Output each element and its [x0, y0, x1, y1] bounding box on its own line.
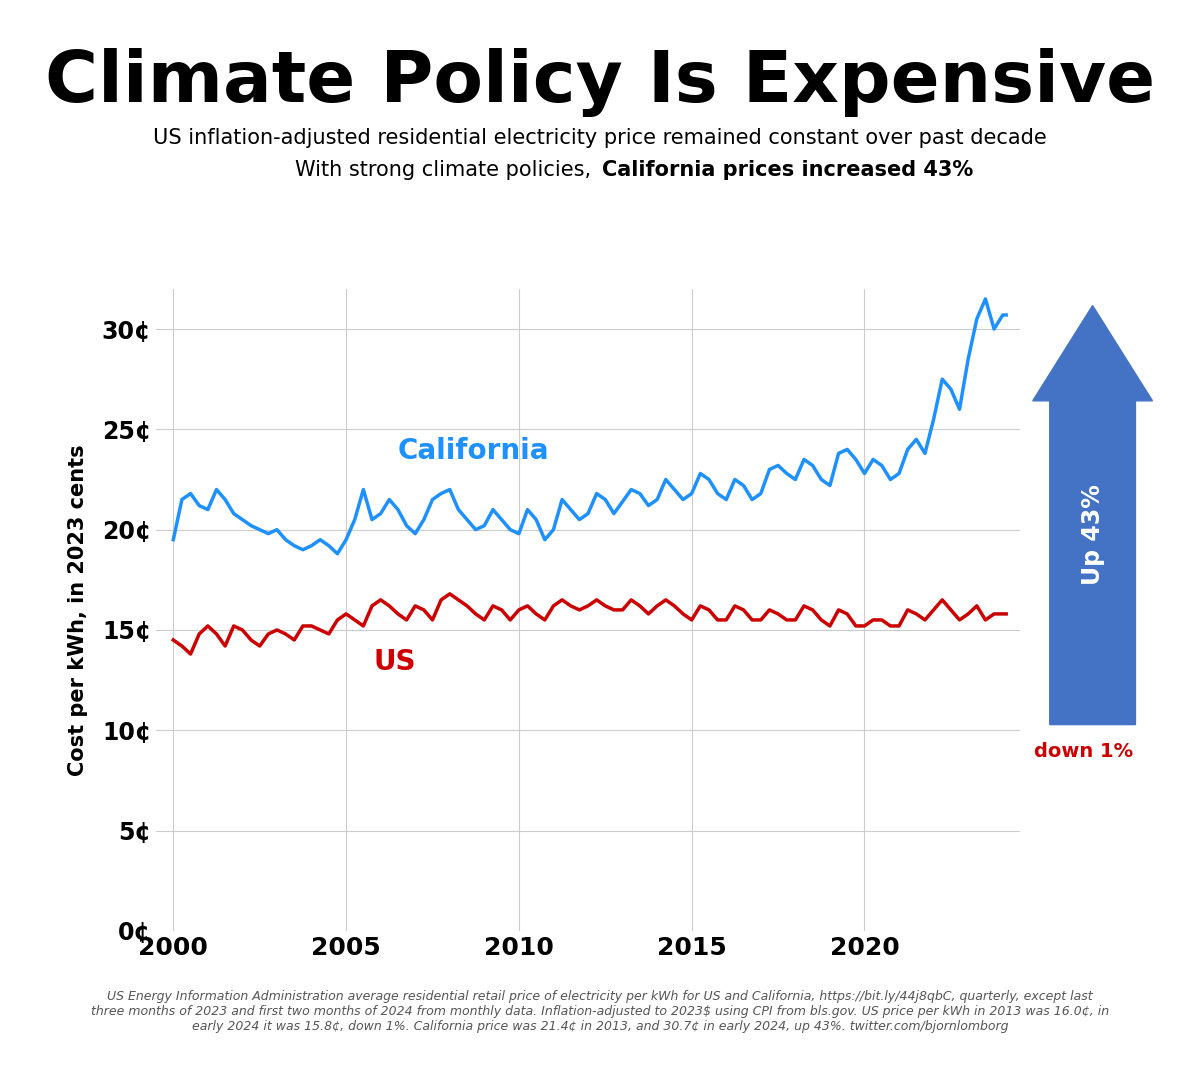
Text: California: California [398, 438, 550, 465]
Y-axis label: Cost per kWh, in 2023 cents: Cost per kWh, in 2023 cents [68, 444, 88, 776]
Text: US Energy Information Administration average residential retail price of electri: US Energy Information Administration ave… [91, 990, 1109, 1033]
Text: California prices increased 43%: California prices increased 43% [602, 160, 973, 181]
Text: Climate Policy Is Expensive: Climate Policy Is Expensive [44, 48, 1156, 117]
Text: With strong climate policies,: With strong climate policies, [295, 160, 598, 181]
FancyArrow shape [1033, 306, 1152, 724]
Text: US: US [373, 648, 416, 676]
Text: Up 43%: Up 43% [1080, 484, 1104, 584]
Text: US inflation-adjusted residential electricity price remained constant over past : US inflation-adjusted residential electr… [154, 128, 1046, 149]
Text: down 1%: down 1% [1034, 742, 1134, 761]
